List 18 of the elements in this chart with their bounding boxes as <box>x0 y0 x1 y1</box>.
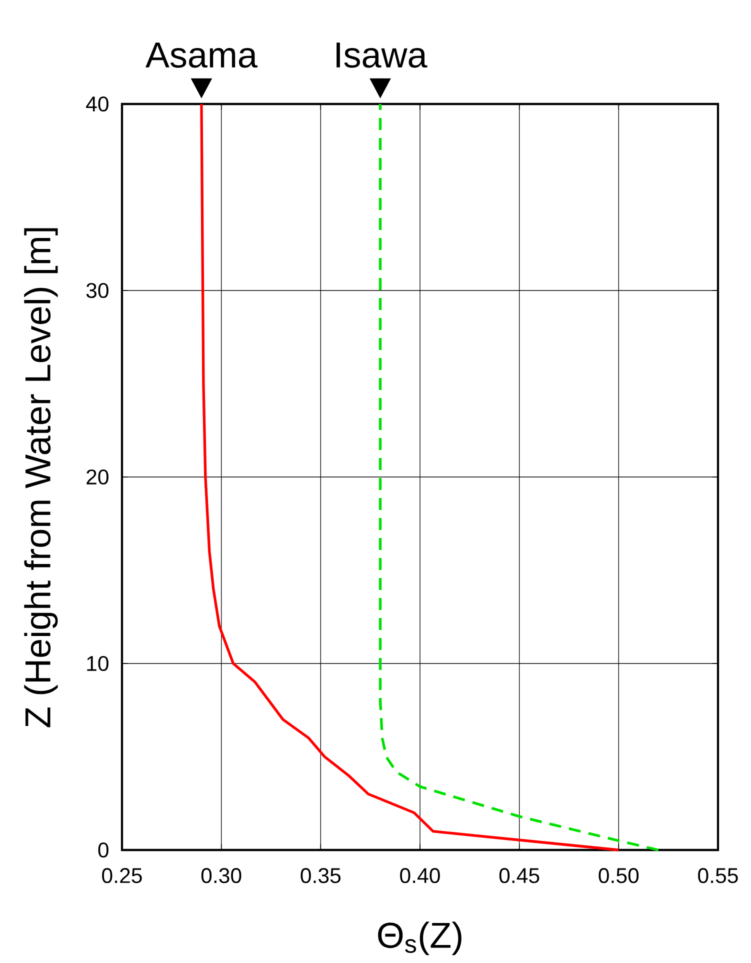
x-tick-label: 0.35 <box>300 868 341 884</box>
y-tick-label: 40 <box>86 96 108 112</box>
x-tick-label: 0.30 <box>201 868 242 884</box>
x-tick-label: 0.25 <box>102 868 142 884</box>
x-tick-label: 0.40 <box>400 868 440 884</box>
annotation: Isawa <box>336 42 428 68</box>
annotation: Asama <box>146 42 258 68</box>
x-tick-label: 0.45 <box>499 868 540 884</box>
y-tick-label: 0 <box>98 842 108 858</box>
line-series <box>200 102 620 852</box>
y-tick-label: 30 <box>86 282 108 298</box>
line-series <box>378 102 660 852</box>
x-axis-title: Θ$_{s}$(Z) <box>378 922 462 956</box>
y-tick-label: 10 <box>87 656 108 672</box>
y-tick-label: 20 <box>86 469 108 485</box>
x-tick-label: 0.55 <box>698 868 738 884</box>
x-tick-label: 0.50 <box>598 868 639 884</box>
y-axis-title: Z (Height from Water Level) [m] <box>24 228 58 728</box>
